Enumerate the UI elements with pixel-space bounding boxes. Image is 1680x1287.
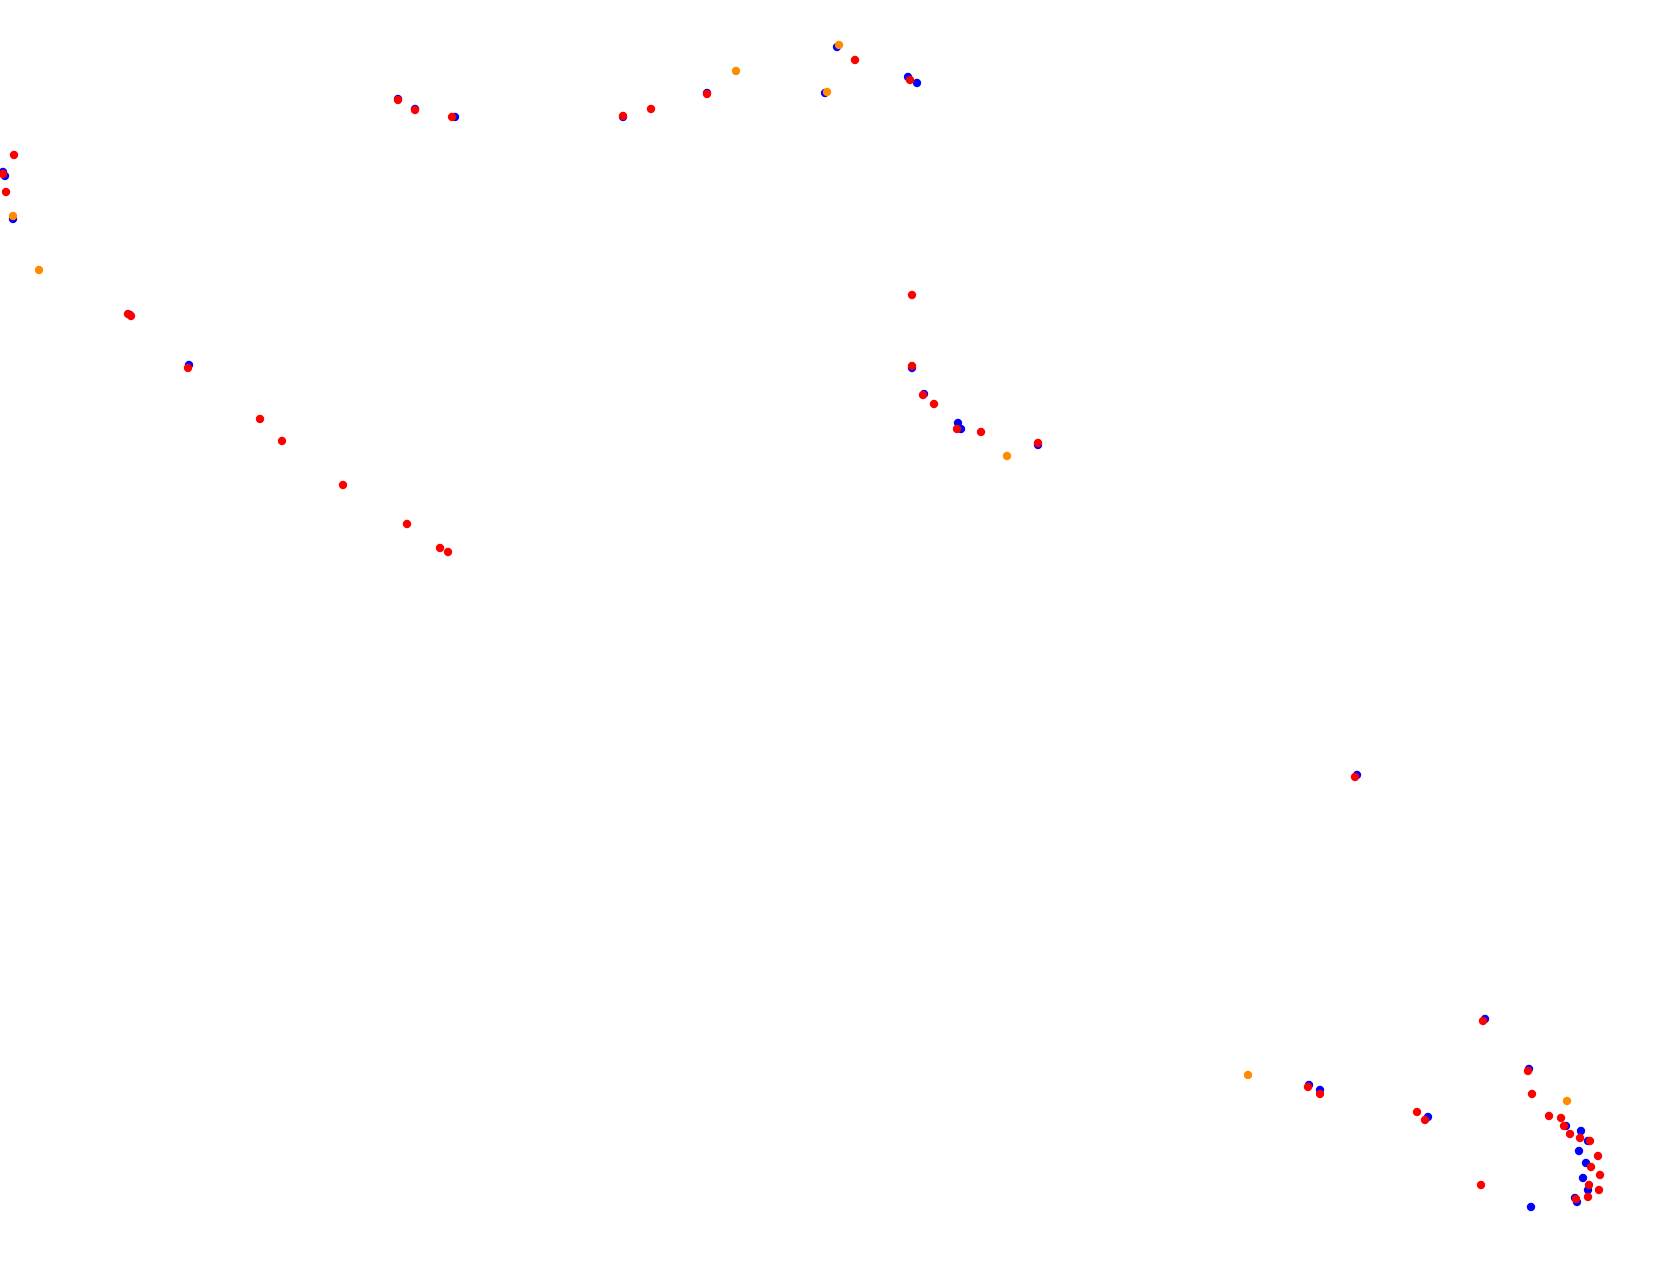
data-point-s1-p4 xyxy=(1002,451,1012,461)
data-point-s1-p1 xyxy=(731,66,741,76)
data-point-s2-p43 xyxy=(1595,1170,1605,1180)
data-point-s0-p27 xyxy=(1576,1126,1586,1136)
data-point-s2-p40 xyxy=(1585,1136,1595,1146)
data-point-s0-p13 xyxy=(912,78,922,88)
data-point-s2-p46 xyxy=(1583,1192,1593,1202)
data-point-s2-p42 xyxy=(1586,1162,1596,1172)
data-point-s2-p22 xyxy=(918,390,928,400)
data-point-s2-p29 xyxy=(1315,1089,1325,1099)
data-point-s2-p4 xyxy=(126,311,136,321)
data-points xyxy=(0,40,1605,1212)
data-point-s2-p19 xyxy=(905,75,915,85)
data-point-s2-p26 xyxy=(1033,438,1043,448)
data-point-s2-p39 xyxy=(1575,1133,1585,1143)
data-point-s2-p41 xyxy=(1593,1151,1603,1161)
data-point-s2-p0 xyxy=(9,150,19,160)
data-point-s2-p34 xyxy=(1527,1089,1537,1099)
data-point-s2-p33 xyxy=(1523,1066,1533,1076)
data-point-s2-p15 xyxy=(618,111,628,121)
data-point-s2-p35 xyxy=(1544,1111,1554,1121)
data-point-s2-p48 xyxy=(1476,1180,1486,1190)
data-point-s2-p25 xyxy=(976,427,986,437)
data-point-s2-p8 xyxy=(338,480,348,490)
data-point-s2-p16 xyxy=(646,104,656,114)
data-point-s1-p3 xyxy=(822,87,832,97)
data-point-s2-p20 xyxy=(907,290,917,300)
data-point-s0-p25 xyxy=(1526,1202,1536,1212)
data-point-s1-p7 xyxy=(8,211,18,221)
data-point-s2-p18 xyxy=(850,55,860,65)
data-point-s2-p1 xyxy=(0,169,8,179)
data-point-s0-p31 xyxy=(1578,1173,1588,1183)
data-point-s0-p29 xyxy=(1574,1146,1584,1156)
data-point-s2-p23 xyxy=(929,399,939,409)
data-point-s2-p17 xyxy=(702,89,712,99)
data-point-s2-p6 xyxy=(255,414,265,424)
data-point-s2-p12 xyxy=(393,95,403,105)
data-point-s2-p36 xyxy=(1556,1113,1566,1123)
data-point-s2-p47 xyxy=(1571,1194,1581,1204)
data-point-s2-p14 xyxy=(447,112,457,122)
data-point-s2-p30 xyxy=(1412,1107,1422,1117)
data-point-s2-p24 xyxy=(952,424,962,434)
data-point-s2-p9 xyxy=(402,519,412,529)
data-point-s1-p6 xyxy=(1562,1096,1572,1106)
data-point-s2-p44 xyxy=(1584,1180,1594,1190)
data-point-s2-p2 xyxy=(1,187,11,197)
data-point-s2-p10 xyxy=(435,543,445,553)
data-point-s2-p28 xyxy=(1303,1082,1313,1092)
data-point-s2-p27 xyxy=(1350,772,1360,782)
data-point-s2-p13 xyxy=(410,105,420,115)
data-point-s2-p7 xyxy=(277,436,287,446)
data-point-s1-p2 xyxy=(834,40,844,50)
data-point-s2-p32 xyxy=(1478,1016,1488,1026)
data-point-s2-p21 xyxy=(907,361,917,371)
data-point-s1-p0 xyxy=(34,265,44,275)
data-point-s2-p38 xyxy=(1565,1129,1575,1139)
data-point-s2-p37 xyxy=(1559,1121,1569,1131)
data-point-s2-p31 xyxy=(1420,1115,1430,1125)
data-point-s2-p11 xyxy=(443,547,453,557)
data-point-s2-p5 xyxy=(183,363,193,373)
data-point-s1-p5 xyxy=(1243,1070,1253,1080)
data-point-s2-p45 xyxy=(1594,1185,1604,1195)
